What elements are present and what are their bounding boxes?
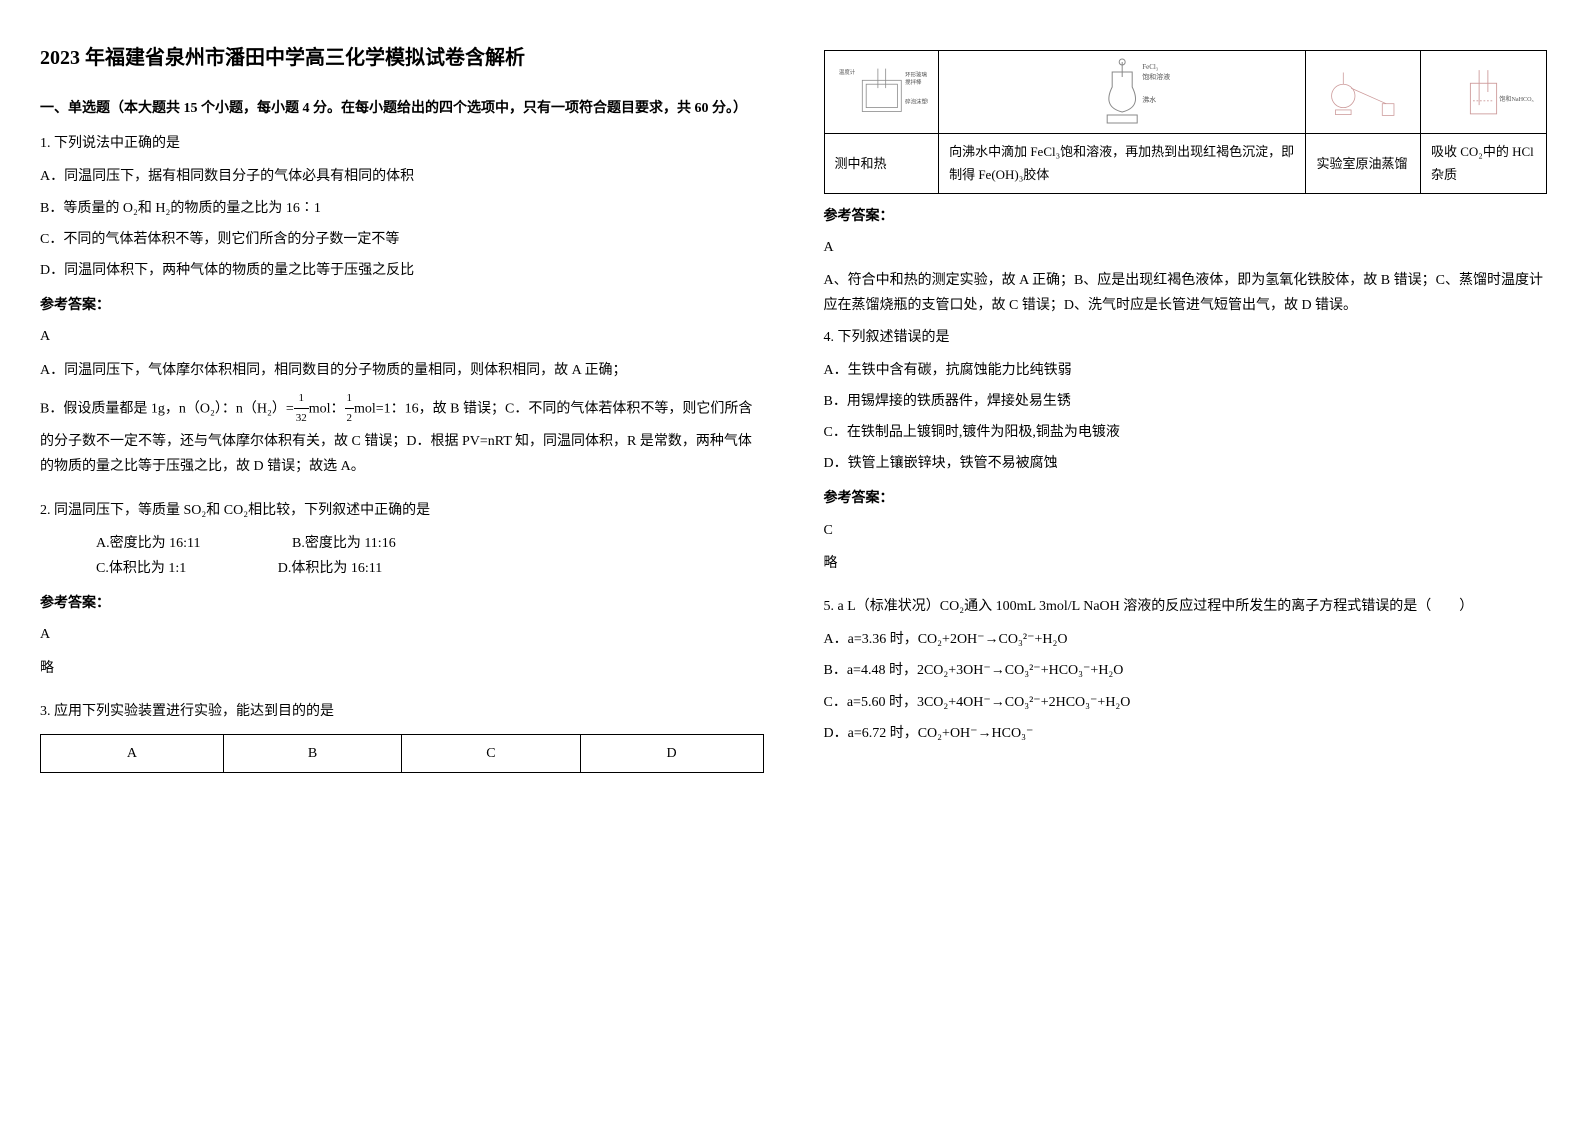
q3-header-d: D: [580, 734, 763, 772]
svg-text:饱和溶液: 饱和溶液: [1142, 72, 1170, 81]
frac1-num: 1: [294, 389, 309, 410]
q1-option-a: A．同温同压下，据有相同数目分子的气体必具有相同的体积: [40, 164, 764, 189]
q3-img-c: [1306, 51, 1421, 134]
q1-answer-label: 参考答案：: [40, 293, 764, 318]
q2-options-row2: C.体积比为 1:1 D.体积比为 16:11: [40, 556, 764, 581]
q4-explanation: 略: [824, 551, 1548, 576]
q4-option-a: A．生铁中含有碳，抗腐蚀能力比纯铁弱: [824, 358, 1548, 383]
q3-table-headers: A B C D: [40, 734, 764, 773]
svg-text:碎泡沫塑料: 碎泡沫塑料: [905, 98, 928, 106]
page-title: 2023 年福建省泉州市潘田中学高三化学模拟试卷含解析: [40, 40, 764, 76]
q2-option-c: C.体积比为 1:1: [68, 556, 186, 581]
q5-option-b: B．a=4.48 时，2CO₂+3OH⁻→CO₃²⁻+HCO₃⁻+H₂O: [824, 658, 1548, 683]
q3-answer: A: [824, 235, 1548, 260]
q4-option-b: B．用锡焊接的铁质器件，焊接处易生锈: [824, 389, 1548, 414]
q3-desc-c: 实验室原油蒸馏: [1306, 134, 1421, 194]
q2-option-b: B.密度比为 11:16: [264, 531, 396, 556]
q1-option-c: C．不同的气体若体积不等，则它们所含的分子数一定不等: [40, 227, 764, 252]
question-1: 1. 下列说法中正确的是 A．同温同压下，据有相同数目分子的气体必具有相同的体积…: [40, 131, 764, 479]
svg-text:温度计: 温度计: [838, 68, 855, 76]
question-3-part1: 3. 应用下列实验装置进行实验，能达到目的的是 A B C D: [40, 699, 764, 773]
apparatus-c-icon: [1316, 57, 1410, 127]
q4-stem: 4. 下列叙述错误的是: [824, 325, 1548, 350]
q4-answer: C: [824, 518, 1548, 543]
table-row-images: 温度计 环形玻璃 搅拌棒 碎泡沫塑料: [824, 51, 1547, 134]
q5-stem: 5. a L（标准状况）CO₂通入 100mL 3mol/L NaOH 溶液的反…: [824, 594, 1548, 619]
question-5: 5. a L（标准状况）CO₂通入 100mL 3mol/L NaOH 溶液的反…: [824, 594, 1548, 746]
svg-text:沸水: 沸水: [1142, 95, 1156, 104]
q1-stem: 1. 下列说法中正确的是: [40, 131, 764, 156]
q1-option-d: D．同温同体积下，两种气体的物质的量之比等于压强之反比: [40, 258, 764, 283]
q3-header-b: B: [223, 734, 401, 772]
q4-option-c: C．在铁制品上镀铜时,镀件为阳极,铜盐为电镀液: [824, 420, 1548, 445]
q2-answer-label: 参考答案：: [40, 591, 764, 616]
q1-exp2-mid: mol：: [309, 401, 345, 416]
apparatus-d-icon: 饱和NaHCO₃: [1431, 57, 1536, 127]
svg-text:饱和NaHCO₃: 饱和NaHCO₃: [1499, 95, 1533, 103]
frac2-den: 2: [345, 409, 355, 429]
q3-desc-a: 测中和热: [824, 134, 939, 194]
q2-explanation: 略: [40, 656, 764, 681]
fraction-1: 132: [294, 389, 309, 430]
q3-stem: 3. 应用下列实验装置进行实验，能达到目的的是: [40, 699, 764, 724]
table-row: A B C D: [41, 734, 764, 772]
frac1-den: 32: [294, 409, 309, 429]
svg-text:FeCl₃: FeCl₃: [1142, 63, 1159, 71]
svg-text:搅拌棒: 搅拌棒: [905, 78, 922, 86]
table-row-descriptions: 测中和热 向沸水中滴加 FeCl₃饱和溶液，再加热到出现红褐色沉淀，即制得 Fe…: [824, 134, 1547, 194]
apparatus-a-icon: 温度计 环形玻璃 搅拌棒 碎泡沫塑料: [835, 57, 929, 127]
q5-option-a: A．a=3.36 时，CO₂+2OH⁻→CO₃²⁻+H₂O: [824, 627, 1548, 652]
q1-option-b: B．等质量的 O₂和 H₂的物质的量之比为 16∶1: [40, 196, 764, 221]
q1-exp2-before: B．假设质量都是 1g，n（O₂）：n（H₂）=: [40, 401, 294, 416]
q3-header-c: C: [402, 734, 580, 772]
q3-img-d: 饱和NaHCO₃: [1421, 51, 1547, 134]
q3-desc-d: 吸收 CO₂中的 HCl 杂质: [1421, 134, 1547, 194]
fraction-2: 12: [345, 389, 355, 430]
q3-img-a: 温度计 环形玻璃 搅拌棒 碎泡沫塑料: [824, 51, 939, 134]
frac2-num: 1: [345, 389, 355, 410]
q3-explanation: A、符合中和热的测定实验，故 A 正确；B、应是出现红褐色液体，即为氢氧化铁胶体…: [824, 268, 1548, 318]
q1-explanation-bcd: B．假设质量都是 1g，n（O₂）：n（H₂）=132mol：12mol=1：1…: [40, 389, 764, 480]
q3-answer-label: 参考答案：: [824, 204, 1548, 229]
q5-option-d: D．a=6.72 时，CO₂+OH⁻→HCO₃⁻: [824, 721, 1548, 746]
q2-stem: 2. 同温同压下，等质量 SO₂和 CO₂相比较，下列叙述中正确的是: [40, 498, 764, 523]
q1-answer: A: [40, 324, 764, 349]
q2-option-a: A.密度比为 16:11: [68, 531, 200, 556]
q2-options-row1: A.密度比为 16:11 B.密度比为 11:16: [40, 531, 764, 556]
section-header: 一、单选题（本大题共 15 个小题，每小题 4 分。在每小题给出的四个选项中，只…: [40, 96, 764, 121]
q3-desc-b: 向沸水中滴加 FeCl₃饱和溶液，再加热到出现红褐色沉淀，即制得 Fe(OH)₃…: [939, 134, 1306, 194]
question-4: 4. 下列叙述错误的是 A．生铁中含有碳，抗腐蚀能力比纯铁弱 B．用锡焊接的铁质…: [824, 325, 1548, 577]
q4-option-d: D．铁管上镶嵌锌块，铁管不易被腐蚀: [824, 451, 1548, 476]
q3-header-a: A: [41, 734, 224, 772]
q2-answer: A: [40, 622, 764, 647]
q2-option-d: D.体积比为 16:11: [250, 556, 382, 581]
q3-img-b: FeCl₃ 饱和溶液 沸水: [939, 51, 1306, 134]
q5-option-c: C．a=5.60 时，3CO₂+4OH⁻→CO₃²⁻+2HCO₃⁻+H₂O: [824, 690, 1548, 715]
svg-text:环形玻璃: 环形玻璃: [905, 70, 927, 78]
apparatus-b-icon: FeCl₃ 饱和溶液 沸水: [949, 57, 1295, 127]
q3-table-body: 温度计 环形玻璃 搅拌棒 碎泡沫塑料: [824, 50, 1548, 194]
q1-explanation-a: A．同温同压下，气体摩尔体积相同，相同数目的分子物质的量相同，则体积相同，故 A…: [40, 358, 764, 383]
q4-answer-label: 参考答案：: [824, 486, 1548, 511]
question-2: 2. 同温同压下，等质量 SO₂和 CO₂相比较，下列叙述中正确的是 A.密度比…: [40, 498, 764, 681]
